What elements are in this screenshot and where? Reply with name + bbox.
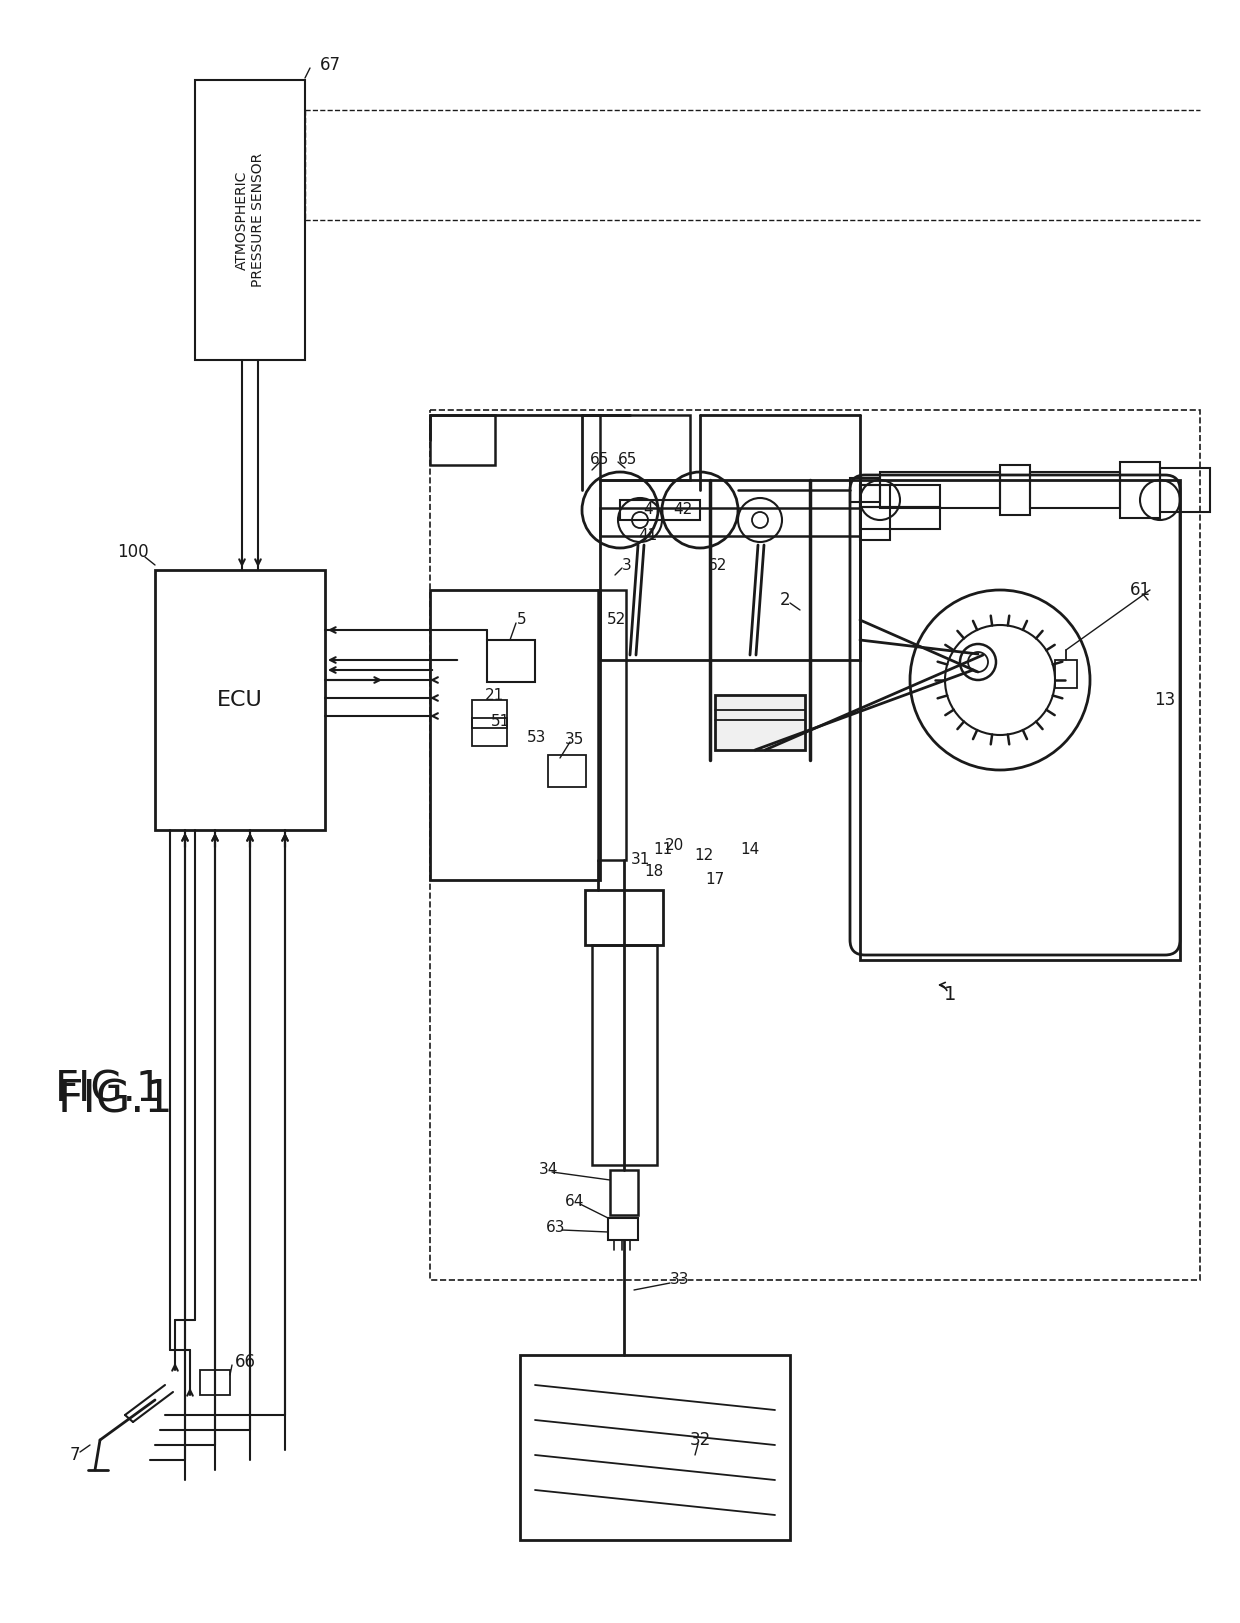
Bar (610, 1170, 639, 1216)
Text: 52: 52 (608, 612, 626, 628)
Text: 32: 32 (689, 1431, 711, 1449)
Bar (861, 485, 890, 540)
Text: 3: 3 (622, 557, 631, 573)
Bar (600, 415, 689, 480)
Bar (195, 80, 305, 360)
Bar (999, 466, 1030, 514)
Text: 13: 13 (1154, 691, 1176, 709)
Bar (472, 700, 507, 729)
Bar (598, 591, 626, 860)
Bar (620, 500, 701, 519)
Text: 31: 31 (630, 852, 650, 868)
Bar (1159, 467, 1210, 511)
Text: ATMOSPHERIC
PRESSURE SENSOR: ATMOSPHERIC PRESSURE SENSOR (234, 153, 265, 287)
Text: 66: 66 (234, 1354, 255, 1371)
Text: 100: 100 (118, 544, 149, 562)
Text: 14: 14 (740, 842, 760, 857)
Bar (430, 591, 600, 880)
Text: 5: 5 (517, 612, 527, 628)
Text: 41: 41 (639, 527, 657, 542)
Text: 33: 33 (671, 1272, 689, 1287)
Bar (200, 1370, 229, 1396)
Bar (1055, 661, 1078, 688)
Text: 42: 42 (673, 503, 693, 518)
Bar (861, 485, 940, 506)
Text: 20: 20 (665, 837, 683, 852)
Bar (849, 479, 880, 502)
Text: 35: 35 (565, 732, 585, 748)
Bar (861, 506, 940, 529)
Text: 51: 51 (490, 714, 510, 729)
Bar (487, 639, 534, 682)
Text: 63: 63 (547, 1220, 565, 1235)
Text: 4: 4 (644, 503, 652, 518)
Text: FIG.1: FIG.1 (58, 1079, 174, 1121)
Bar (155, 570, 325, 829)
Bar (520, 1355, 790, 1540)
Bar (1120, 463, 1159, 518)
Text: 34: 34 (538, 1162, 558, 1178)
Text: 12: 12 (694, 847, 714, 862)
Text: 2: 2 (780, 591, 790, 609)
Text: 11: 11 (653, 842, 672, 857)
Text: 67: 67 (320, 57, 341, 75)
Bar (600, 508, 861, 536)
Text: 65: 65 (618, 453, 637, 467)
Text: FIG.1: FIG.1 (55, 1070, 164, 1112)
Text: 21: 21 (485, 688, 505, 703)
Bar (430, 411, 1200, 1281)
Text: 65: 65 (590, 453, 610, 467)
Text: 53: 53 (527, 730, 547, 745)
Bar (600, 480, 861, 661)
Bar (715, 695, 805, 750)
Bar (608, 1217, 639, 1240)
Bar (472, 717, 507, 747)
Bar (861, 480, 1180, 959)
Text: ECU: ECU (217, 690, 263, 709)
Text: 62: 62 (708, 557, 728, 573)
Bar (430, 415, 495, 466)
Bar (880, 472, 999, 508)
Text: 17: 17 (706, 873, 724, 888)
Bar (548, 755, 587, 787)
Text: 61: 61 (1130, 581, 1151, 599)
Text: 18: 18 (645, 865, 663, 880)
Text: 7: 7 (69, 1446, 81, 1464)
Bar (591, 945, 657, 1165)
Text: 64: 64 (565, 1195, 585, 1209)
Bar (1030, 472, 1120, 508)
Text: 1: 1 (944, 985, 956, 1005)
Bar (585, 889, 663, 945)
